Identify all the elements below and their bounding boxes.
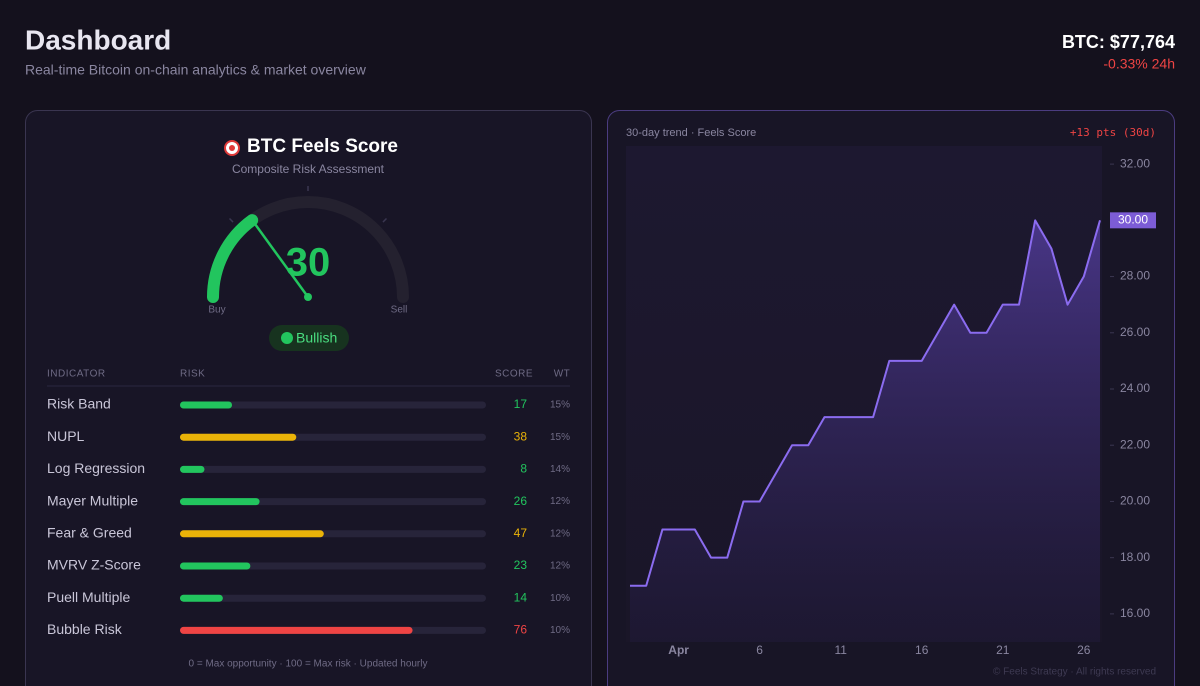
risk-track <box>180 465 486 473</box>
indicator-weight: 12% <box>550 561 570 572</box>
indicator-name: Risk Band <box>47 396 111 412</box>
indicator-score: 47 <box>514 526 528 540</box>
indicator-name: Log Regression <box>47 460 145 476</box>
indicator-weight: 10% <box>550 625 570 636</box>
x-tick-label: 11 <box>834 643 847 657</box>
indicator-score: 38 <box>514 429 528 443</box>
status-label: Bullish <box>296 330 337 346</box>
gauge-min-label: Buy <box>208 305 225 316</box>
indicator-name: Puell Multiple <box>47 589 130 605</box>
chart-annotation: +13 pts (30d) <box>1070 126 1156 139</box>
chart-footer: © Feels Strategy · All rights reserved <box>993 667 1156 678</box>
btc-change: -0.33% 24h <box>1103 56 1175 72</box>
gauge-tick <box>382 217 388 223</box>
score-panel <box>25 110 592 686</box>
chart-title: 30-day trend · Feels Score <box>626 127 756 139</box>
risk-bar <box>180 594 223 602</box>
y-tick-label: 24.00 <box>1120 381 1150 395</box>
risk-bar <box>180 401 233 409</box>
indicator-name: Bubble Risk <box>47 621 123 637</box>
score-title: BTC Feels Score <box>247 136 398 157</box>
btc-price: BTC: $77,764 <box>1062 32 1175 52</box>
indicator-weight: 15% <box>550 400 570 411</box>
risk-track <box>180 594 486 602</box>
last-value-label: 30.00 <box>1118 213 1148 227</box>
x-tick-label: 26 <box>1077 643 1091 657</box>
trend-area <box>630 220 1100 643</box>
column-header: SCORE <box>495 369 533 380</box>
page-subtitle: Real-time Bitcoin on-chain analytics & m… <box>25 62 367 78</box>
gauge-hub <box>304 293 312 301</box>
indicator-weight: 12% <box>550 528 570 539</box>
indicator-name: Mayer Multiple <box>47 492 138 508</box>
risk-bar <box>180 465 205 473</box>
risk-bar <box>180 530 324 538</box>
last-value-badge <box>1110 212 1156 229</box>
risk-track <box>180 562 486 570</box>
column-header: RISK <box>180 369 205 380</box>
trend-line <box>630 219 1101 587</box>
x-tick-label: 6 <box>756 643 763 657</box>
risk-bar <box>180 433 297 441</box>
target-icon <box>224 140 240 156</box>
gauge-score: 30 <box>286 241 331 285</box>
page-title: Dashboard <box>25 24 171 55</box>
risk-bar <box>180 498 260 506</box>
y-tick-label: 16.00 <box>1120 606 1150 620</box>
gauge-tick <box>228 217 234 223</box>
risk-track <box>180 401 486 409</box>
indicator-weight: 14% <box>550 464 570 475</box>
indicator-score: 26 <box>514 494 528 508</box>
x-tick-label: 21 <box>996 643 1010 657</box>
risk-bar <box>180 626 413 634</box>
indicator-score: 8 <box>520 462 527 476</box>
indicator-name: NUPL <box>47 428 85 444</box>
y-tick-label: 26.00 <box>1120 325 1150 339</box>
indicator-weight: 10% <box>550 593 570 604</box>
status-dot <box>281 332 293 344</box>
indicator-name: Fear & Greed <box>47 525 132 541</box>
column-header: INDICATOR <box>47 369 106 380</box>
indicator-score: 14 <box>514 590 528 604</box>
gauge-value-arc <box>207 214 259 303</box>
y-tick-label: 22.00 <box>1120 437 1150 451</box>
x-tick-label: Apr <box>668 643 689 657</box>
y-tick-label: 28.00 <box>1120 269 1150 283</box>
indicator-score: 23 <box>514 558 528 572</box>
column-header: WT <box>554 369 571 380</box>
y-tick-label: 32.00 <box>1120 156 1150 170</box>
indicator-score: 17 <box>514 397 528 411</box>
status-pill <box>269 325 349 351</box>
y-tick-label: 18.00 <box>1120 550 1150 564</box>
x-tick-label: 16 <box>915 643 929 657</box>
indicator-score: 76 <box>514 623 528 637</box>
gauge-needle <box>251 219 310 298</box>
indicator-weight: 15% <box>550 432 570 443</box>
footnote: 0 = Max opportunity · 100 = Max risk · U… <box>188 659 427 670</box>
gauge-max-label: Sell <box>391 305 408 316</box>
score-subtitle: Composite Risk Assessment <box>232 162 385 176</box>
indicator-weight: 12% <box>550 496 570 507</box>
indicator-name: MVRV Z-Score <box>47 557 141 573</box>
risk-bar <box>180 562 251 570</box>
y-tick-label: 20.00 <box>1120 494 1150 508</box>
